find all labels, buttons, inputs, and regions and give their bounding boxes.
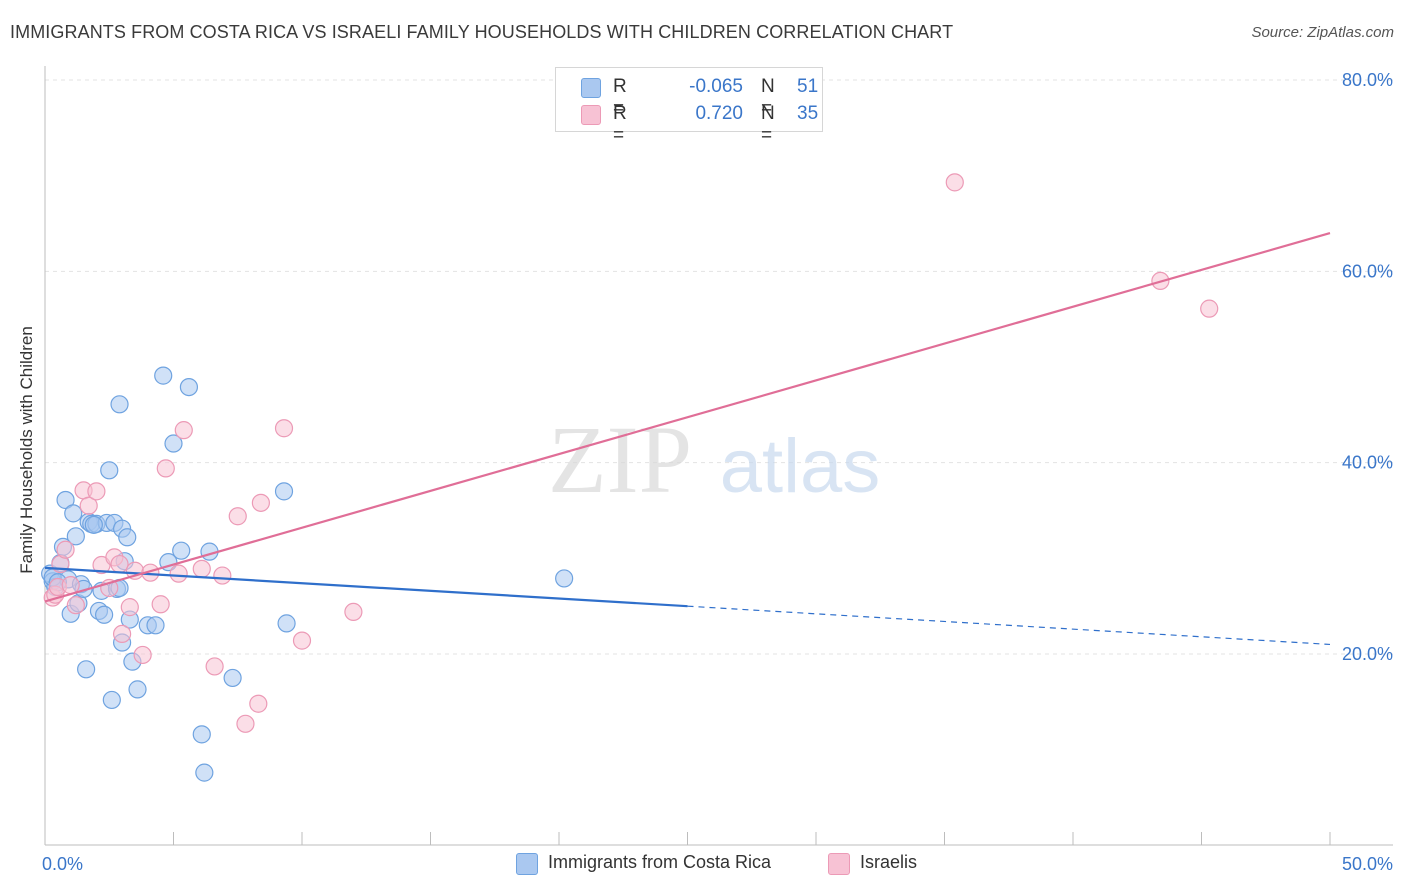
costa-rica-point — [110, 395, 129, 414]
costa-rica-point — [154, 366, 173, 385]
israelis-point — [236, 714, 255, 733]
x-tick-label-min: 0.0% — [42, 854, 83, 874]
costa-rica-point — [102, 690, 121, 710]
costa-rica-point — [274, 482, 294, 501]
x-tick-labels: 0.0% 50.0% — [42, 854, 1393, 874]
costa-rica-point — [84, 515, 103, 534]
costa-rica-point — [277, 614, 296, 633]
israelis-point — [66, 596, 85, 615]
israelis-point — [192, 559, 211, 578]
costa-rica-point — [195, 763, 214, 782]
y-axis-label: Family Households with Children — [17, 326, 36, 574]
costa-rica-point — [118, 528, 137, 547]
costa-rica-point — [95, 605, 114, 624]
y-tick-label: 80.0% — [1342, 70, 1393, 90]
costa-rica-point — [555, 569, 574, 588]
israelis-point — [112, 624, 132, 644]
israelis-point — [174, 421, 193, 440]
costa-rica-point — [146, 616, 165, 635]
israelis-point — [169, 564, 188, 583]
israelis-point — [156, 459, 175, 478]
legend-n-value: 51 — [797, 76, 819, 97]
costa-rica-point — [223, 668, 242, 688]
costa-rica-point — [56, 490, 75, 510]
israelis-point — [87, 482, 106, 501]
legend-n-value: 35 — [797, 103, 819, 124]
bottom-legend-label-costa-rica: Immigrants from Costa Rica — [548, 852, 772, 872]
legend-n-label: N = — [761, 76, 775, 119]
trend-lines — [44, 232, 1331, 646]
legend-n-label: N = — [761, 103, 775, 146]
axes — [44, 66, 1393, 846]
israelis-point — [251, 493, 270, 512]
bottom-legend-swatch-israelis — [828, 853, 850, 875]
costa-rica-point — [128, 680, 147, 699]
chart-title: IMMIGRANTS FROM COSTA RICA VS ISRAELI FA… — [10, 22, 954, 42]
israelis-trend-line — [44, 232, 1331, 603]
bottom-legend-label-israelis: Israelis — [860, 852, 918, 872]
series-costa-rica-points — [41, 366, 574, 782]
costa-rica-point — [164, 434, 183, 453]
israelis-point — [1200, 299, 1219, 318]
x-tick-label-max: 50.0% — [1342, 854, 1393, 874]
costa-rica-point — [179, 377, 199, 397]
y-tick-label: 20.0% — [1342, 644, 1393, 664]
costa-rica-point — [77, 660, 96, 679]
israelis-point — [151, 595, 170, 614]
israelis-point — [213, 566, 232, 585]
legend-swatch-israelis — [581, 105, 601, 125]
israelis-point — [79, 496, 98, 515]
legend-r-value: -0.065 — [689, 76, 743, 97]
israelis-point — [120, 598, 139, 617]
series-israelis-points — [43, 173, 1219, 733]
y-tick-labels: 20.0% 40.0% 60.0% 80.0% — [1342, 70, 1393, 664]
costa-rica-trend-line — [44, 566, 688, 608]
israelis-point — [56, 540, 75, 559]
y-tick-label: 40.0% — [1342, 453, 1393, 473]
israelis-point — [228, 507, 247, 526]
legend-r-label: R = — [613, 76, 627, 119]
israelis-point — [945, 173, 964, 192]
israelis-point — [292, 631, 312, 650]
israelis-point — [205, 657, 224, 676]
watermark-atlas: atlas — [720, 424, 881, 509]
costa-rica-point — [100, 461, 119, 480]
israelis-point — [274, 419, 294, 438]
israelis-point — [249, 694, 268, 713]
costa-rica-point — [172, 541, 191, 560]
costa-rica-point — [66, 527, 85, 546]
israelis-point — [344, 602, 363, 622]
israelis-point — [110, 554, 129, 574]
bottom-legend-swatch-costa-rica — [516, 853, 538, 875]
y-tick-label: 60.0% — [1342, 261, 1393, 281]
costa-rica-point — [64, 504, 83, 523]
legend-r-label: R = — [613, 103, 627, 146]
grid-lines — [45, 79, 1393, 655]
legend-swatch-costa-rica — [581, 78, 601, 98]
costa-rica-trend-extension — [687, 605, 1331, 646]
israelis-point — [133, 645, 152, 665]
israelis-point — [61, 576, 80, 595]
correlation-legend: R = -0.065 N = 51 R = 0.720 N = 35 — [555, 67, 823, 146]
source-credit: Source: ZipAtlas.com — [1251, 24, 1394, 41]
costa-rica-point — [192, 725, 211, 744]
legend-r-value: 0.720 — [695, 103, 743, 124]
